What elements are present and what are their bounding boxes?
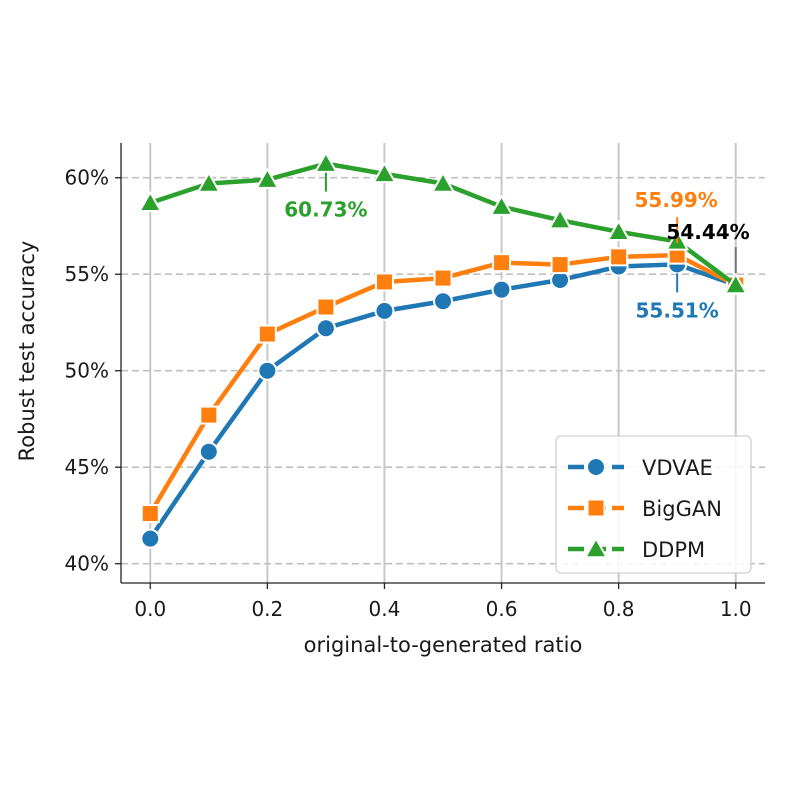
legend-item-ddpm: DDPM — [568, 537, 705, 562]
y-tick-label: 50% — [65, 359, 109, 383]
legend-marker — [584, 537, 608, 559]
data-point-vdvae — [433, 291, 453, 312]
legend-label: VDVAE — [642, 456, 713, 480]
data-point-ddpm — [724, 273, 748, 295]
data-point-biggan — [374, 272, 394, 292]
x-tick-label: 0.6 — [486, 597, 518, 621]
series-biggan — [140, 245, 746, 524]
annotations: 60.73% 55.99% 55.51% 54.44% — [284, 172, 750, 322]
legend-item-vdvae: VDVAE — [568, 456, 713, 480]
legend-marker — [586, 457, 606, 477]
x-tick-label: 0.4 — [369, 597, 401, 621]
data-point-vdvae — [198, 441, 219, 462]
x-axis-label: original-to-generated ratio — [304, 633, 583, 657]
data-point-ddpm — [372, 162, 396, 184]
data-point-ddpm — [197, 172, 221, 193]
data-point-ddpm — [490, 195, 514, 216]
legend-label: BigGAN — [642, 497, 722, 521]
data-point-vdvae — [374, 300, 395, 321]
data-point-ddpm — [548, 208, 572, 230]
legend-item-biggan: BigGAN — [568, 497, 722, 521]
data-point-vdvae — [140, 528, 161, 549]
y-tick-label: 60% — [65, 166, 109, 190]
x-tick-label: 0.2 — [251, 597, 283, 621]
legend: VDVAE BigGAN DDPM — [555, 435, 752, 574]
data-point-ddpm — [314, 152, 338, 173]
data-point-ddpm — [255, 168, 279, 189]
y-tick-label: 55% — [65, 262, 109, 286]
data-point-biggan — [257, 324, 277, 344]
y-tick-label: 45% — [65, 455, 109, 479]
data-point-vdvae — [315, 318, 336, 339]
data-point-biggan — [492, 253, 512, 273]
axes: 0.0 0.2 0.4 0.6 0.8 1.0 40% 45% 50% 55% 60% — [65, 143, 765, 621]
grid — [121, 143, 765, 583]
annotation-label: 60.73% — [284, 198, 367, 222]
annotation-label: 54.44% — [666, 220, 749, 244]
data-point-biggan — [199, 405, 219, 425]
data-point-biggan — [609, 247, 629, 267]
legend-label: DDPM — [642, 538, 705, 562]
x-tick-label: 0.8 — [603, 597, 635, 621]
data-point-biggan — [140, 504, 160, 524]
data-point-vdvae — [491, 279, 512, 300]
data-point-biggan — [433, 268, 453, 288]
data-point-ddpm — [431, 172, 455, 193]
x-tick-label: 1.0 — [720, 597, 752, 621]
x-tick-label: 0.0 — [134, 597, 166, 621]
y-tick-label: 40% — [65, 552, 109, 576]
annotation-label: 55.99% — [635, 188, 718, 212]
data-point-biggan — [550, 255, 570, 275]
legend-marker — [586, 498, 606, 518]
plot-area: 60.73% 55.99% 55.51% 54.44% 0.0 0.2 0.4 0.6 0.8… — [65, 143, 765, 621]
annotation-label: 55.51% — [636, 298, 719, 322]
data-point-vdvae — [257, 360, 278, 381]
data-point-biggan — [316, 297, 336, 317]
data-point-ddpm — [607, 220, 631, 241]
y-axis-label: Robust test accuracy — [15, 241, 39, 462]
data-point-ddpm — [138, 191, 162, 213]
